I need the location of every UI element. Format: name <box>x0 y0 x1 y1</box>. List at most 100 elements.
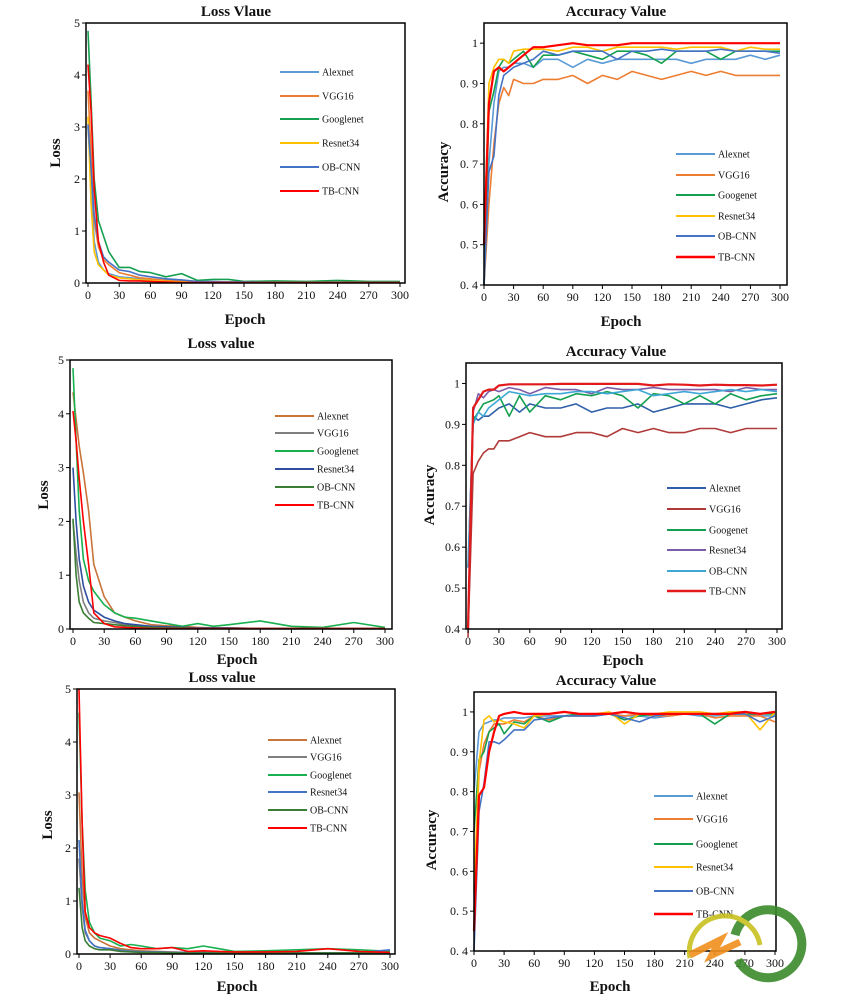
series-line-googenet <box>483 50 780 286</box>
x-tick-label: 120 <box>189 634 207 648</box>
chart-title: Accuracy Value <box>566 344 667 360</box>
x-tick-label: 60 <box>528 956 540 970</box>
y-axis-label: Loss <box>36 480 52 509</box>
y-tick-label: 2 <box>74 172 80 186</box>
series-line-googlenet <box>473 713 775 832</box>
x-tick-label: 60 <box>135 959 147 973</box>
x-tick-label: 30 <box>104 959 116 973</box>
x-axis-label: Epoch <box>225 312 267 328</box>
series-line-vgg16 <box>467 427 777 638</box>
x-tick-label: 120 <box>204 288 222 302</box>
y-axis-label: Accuracy <box>424 809 440 870</box>
y-tick-label: 0 <box>65 947 71 961</box>
x-tick-label: 30 <box>498 956 510 970</box>
x-tick-label: 210 <box>682 290 700 304</box>
plot-frame <box>69 359 393 630</box>
legend-label: OB-CNN <box>718 232 756 243</box>
legend-label: OB-CNN <box>317 483 355 494</box>
y-tick-label: 0. 6 <box>460 197 478 211</box>
series-line-googenet <box>467 390 778 630</box>
x-axis-label: Epoch <box>603 653 645 669</box>
x-tick-label: 240 <box>712 290 730 304</box>
x-tick-label: 300 <box>391 288 409 302</box>
x-tick-label: 300 <box>376 634 394 648</box>
y-tick-label: 0.6 <box>445 540 460 554</box>
legend-label: OB-CNN <box>322 163 360 174</box>
x-tick-label: 150 <box>616 956 634 970</box>
legend-label: VGG16 <box>696 815 728 826</box>
x-tick-label: 60 <box>144 288 156 302</box>
legend-label: Alexnet <box>322 68 354 79</box>
x-tick-label: 180 <box>646 956 664 970</box>
legend-label: Resnet34 <box>709 546 746 557</box>
y-tick-label: 0.7 <box>445 499 460 513</box>
x-tick-label: 0 <box>481 290 487 304</box>
x-tick-label: 0 <box>85 288 91 302</box>
x-tick-label: 270 <box>345 634 363 648</box>
x-tick-label: 210 <box>676 956 694 970</box>
plot-frame <box>76 688 396 955</box>
y-tick-label: 0. 4 <box>450 944 468 958</box>
chart-title: Loss value <box>188 670 255 686</box>
y-tick-label: 3 <box>58 461 64 475</box>
legend-label: Googlenet <box>310 771 352 782</box>
y-tick-label: 1 <box>58 568 64 582</box>
chart-title: Loss Vlaue <box>201 4 272 20</box>
y-tick-label: 3 <box>65 788 71 802</box>
series-line-googlenet <box>72 368 386 629</box>
legend-label: Googlenet <box>322 115 364 126</box>
series-line-tb-cnn <box>482 42 780 245</box>
legend-label: TB-CNN <box>317 501 354 512</box>
y-tick-label: 0. 7 <box>450 824 468 838</box>
y-axis-label: Loss <box>40 810 56 839</box>
x-tick-label: 90 <box>555 634 567 648</box>
y-tick-label: 0. 5 <box>450 904 468 918</box>
x-tick-label: 270 <box>360 288 378 302</box>
x-axis-label: Epoch <box>601 314 643 330</box>
series-line-ob-cnn <box>72 518 385 630</box>
x-axis-label: Epoch <box>590 979 632 995</box>
series-line-vgg16 <box>72 521 385 630</box>
y-tick-label: 5 <box>74 16 80 30</box>
legend-label: Googenet <box>718 191 757 202</box>
x-tick-label: 30 <box>98 634 110 648</box>
y-tick-label: 1 <box>65 894 71 908</box>
y-tick-label: 2 <box>65 841 71 855</box>
y-tick-label: 0.8 <box>445 458 460 472</box>
legend-label: Alexnet <box>696 792 728 803</box>
series-line-resnet34 <box>78 839 391 954</box>
x-tick-label: 90 <box>567 290 579 304</box>
x-tick-label: 240 <box>329 288 347 302</box>
x-tick-label: 0 <box>465 634 471 648</box>
legend-label: VGG16 <box>718 171 750 182</box>
x-tick-label: 180 <box>251 634 269 648</box>
x-tick-label: 90 <box>176 288 188 302</box>
x-tick-label: 30 <box>493 634 505 648</box>
x-tick-label: 240 <box>314 634 332 648</box>
x-tick-label: 150 <box>623 290 641 304</box>
legend-label: OB-CNN <box>310 806 348 817</box>
x-tick-label: 0 <box>471 956 477 970</box>
series-line-alexnet <box>467 397 778 568</box>
series-line-tb-cnn <box>466 382 778 630</box>
x-tick-label: 300 <box>381 959 399 973</box>
x-tick-label: 0 <box>70 634 76 648</box>
series-line-ob-cnn <box>483 48 781 286</box>
x-tick-label: 150 <box>614 634 632 648</box>
y-tick-label: 1 <box>74 224 80 238</box>
legend-label: Alexnet <box>709 484 741 495</box>
legend-label: OB-CNN <box>696 887 734 898</box>
x-tick-label: 180 <box>266 288 284 302</box>
series-line-googlenet <box>87 30 400 283</box>
x-tick-label: 90 <box>161 634 173 648</box>
chart-2: Accuracy Value Epoch Accuracy Alexnet VGG16 G… <box>436 4 789 330</box>
y-tick-label: 4 <box>58 407 64 421</box>
x-tick-label: 150 <box>226 959 244 973</box>
legend-label: Googlenet <box>696 840 738 851</box>
y-tick-label: 0. 5 <box>460 238 478 252</box>
y-tick-label: 5 <box>65 682 71 696</box>
x-tick-label: 120 <box>593 290 611 304</box>
x-tick-label: 60 <box>129 634 141 648</box>
legend-label: TB-CNN <box>718 253 755 264</box>
